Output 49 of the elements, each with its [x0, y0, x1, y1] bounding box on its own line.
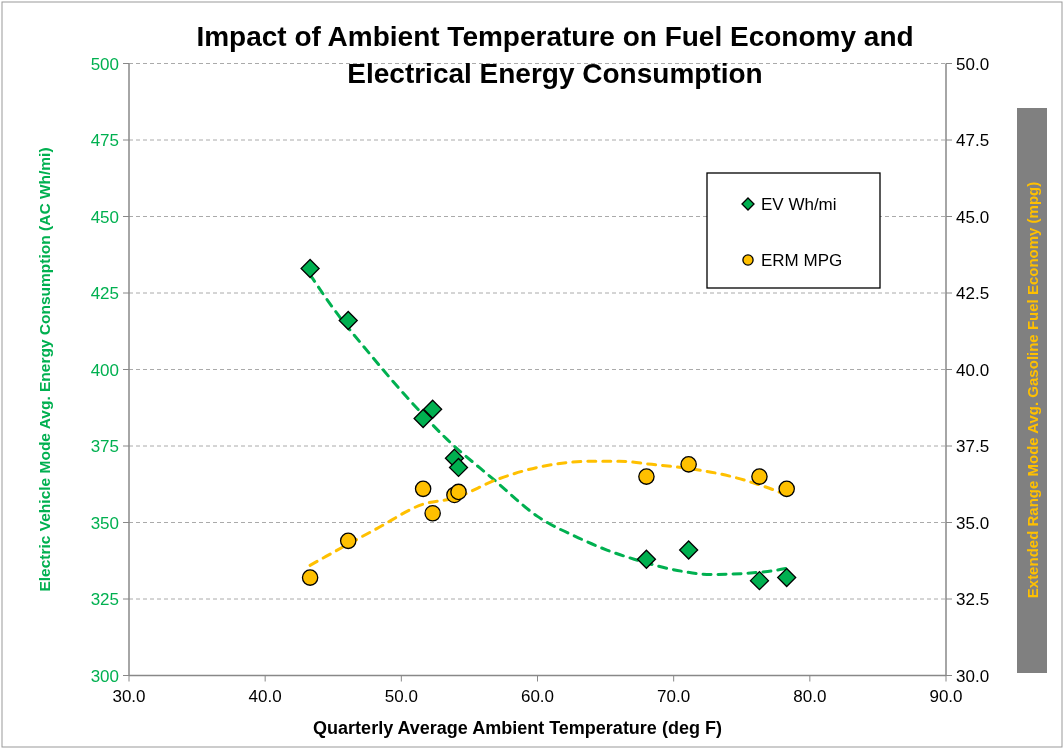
- x-tick-label: 60.0: [520, 686, 555, 706]
- y-tick-label: 500: [90, 54, 119, 74]
- y-tick-label: 475: [90, 131, 119, 150]
- x-tick-label: 40.0: [248, 686, 282, 706]
- y2-tick-label: 42.5: [956, 284, 990, 303]
- y2-axis-title: Extended Range Mode Avg. Gasoline Fuel Economy (mpg): [1024, 181, 1041, 599]
- point: [423, 399, 443, 419]
- y2-tick-label: 30.0: [956, 666, 990, 686]
- point: [448, 457, 469, 478]
- point: [339, 532, 357, 550]
- point: [749, 570, 770, 591]
- x-tick-label: 80.0: [793, 686, 827, 706]
- point: [638, 468, 655, 485]
- point: [424, 505, 441, 522]
- y2-tick-label: 32.5: [956, 590, 990, 609]
- point: [777, 567, 797, 588]
- chart-title: Impact of Ambient Temperature on Fuel Economy and Electrical Energy Consumption: [196, 21, 914, 89]
- point: [680, 456, 697, 473]
- x-axis-title: Quarterly Average Ambient Temperature (deg F): [313, 717, 722, 738]
- y-tick-label: 300: [90, 666, 119, 686]
- point: [450, 483, 467, 501]
- y2-tick-label: 40.0: [956, 360, 990, 380]
- y2-tick-label: 37.5: [956, 437, 990, 456]
- y2-tick-label: 45.0: [956, 207, 990, 227]
- point: [300, 258, 320, 279]
- y2-tick-label: 50.0: [956, 54, 990, 74]
- y-tick-label: 325: [90, 590, 119, 609]
- y-tick-label: 350: [90, 513, 119, 533]
- point: [751, 468, 768, 485]
- point: [414, 480, 432, 498]
- y2-tick-label: 47.5: [956, 131, 990, 150]
- y-axis-title: Electric Vehicle Mode Avg. Energy Consumption (AC Wh/mi): [36, 147, 53, 592]
- y-tick-label: 400: [90, 360, 119, 380]
- y-tick-label: 450: [90, 207, 119, 227]
- x-tick-label: 50.0: [384, 686, 418, 706]
- point: [636, 549, 657, 569]
- y2-tick-label: 35.0: [956, 513, 990, 533]
- x-tick-label: 70.0: [657, 686, 691, 706]
- point: [338, 310, 358, 331]
- y-tick-label: 425: [90, 284, 119, 303]
- point: [778, 480, 795, 498]
- point: [301, 569, 319, 586]
- y-tick-label: 375: [90, 437, 119, 456]
- x-tick-label: 90.0: [929, 686, 963, 706]
- point: [679, 540, 699, 560]
- point: [413, 408, 433, 429]
- legend-label: ERM MPG: [761, 251, 843, 270]
- legend-label: EV Wh/mi: [761, 195, 837, 214]
- x-tick-label: 30.0: [112, 686, 146, 706]
